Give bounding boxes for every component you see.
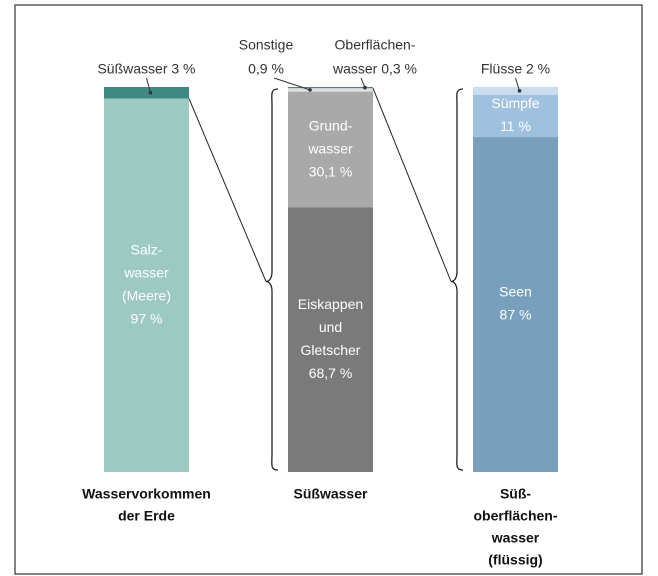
category-label: Süßwasser bbox=[294, 486, 368, 502]
leader-dot bbox=[363, 85, 367, 90]
segment-label: Sonstige bbox=[239, 37, 294, 53]
bar-segment bbox=[473, 137, 558, 473]
bar-segment bbox=[288, 207, 373, 472]
segment-label: Salz- bbox=[131, 241, 163, 257]
segment-label: Sümpfe bbox=[491, 95, 539, 111]
segment-label: Gletscher bbox=[301, 342, 361, 358]
bar-segment bbox=[473, 87, 558, 95]
segment-label: Seen bbox=[499, 284, 532, 300]
segment-label: 0,9 % bbox=[248, 61, 284, 77]
leader-dot bbox=[517, 89, 522, 93]
category-label: oberflächen- bbox=[473, 508, 557, 524]
segment-label: wasser bbox=[123, 264, 169, 280]
bar-segment bbox=[288, 88, 373, 92]
segment-label: 97 % bbox=[131, 310, 163, 326]
segment-label: wasser bbox=[307, 140, 353, 156]
category-label: (flüssig) bbox=[488, 552, 542, 568]
leader-dot bbox=[148, 90, 153, 95]
segment-label: 30,1 % bbox=[309, 163, 353, 179]
segment-label: 68,7 % bbox=[309, 365, 353, 381]
connector-line bbox=[188, 98, 267, 282]
segment-label: Oberflächen- bbox=[335, 37, 416, 53]
bar-segment bbox=[473, 94, 558, 138]
category-label: der Erde bbox=[118, 508, 175, 524]
segment-label: 11 % bbox=[500, 118, 531, 134]
segment-label: 87 % bbox=[500, 307, 532, 323]
category-label: Süß- bbox=[500, 486, 531, 502]
category-label: Wasservorkommen bbox=[82, 486, 211, 502]
leader-line bbox=[146, 77, 151, 93]
segment-label: (Meere) bbox=[122, 287, 171, 303]
connector-line bbox=[372, 87, 452, 282]
leader-dot bbox=[308, 88, 312, 92]
bar-segment bbox=[104, 87, 189, 99]
category-label: wasser bbox=[491, 530, 540, 546]
bar-segment bbox=[288, 87, 373, 89]
segment-label: Eiskappen bbox=[298, 296, 363, 312]
leader-line bbox=[273, 77, 311, 91]
segment-label: Süßwasser 3 % bbox=[97, 61, 195, 77]
segment-label: wasser 0,3 % bbox=[332, 61, 417, 77]
segment-label: Flüsse 2 % bbox=[481, 61, 550, 77]
segment-label: Grund- bbox=[309, 117, 353, 133]
bar-segment bbox=[288, 91, 373, 208]
segment-label: und bbox=[319, 319, 342, 335]
bar-segment bbox=[104, 98, 189, 473]
leader-line bbox=[515, 77, 520, 91]
